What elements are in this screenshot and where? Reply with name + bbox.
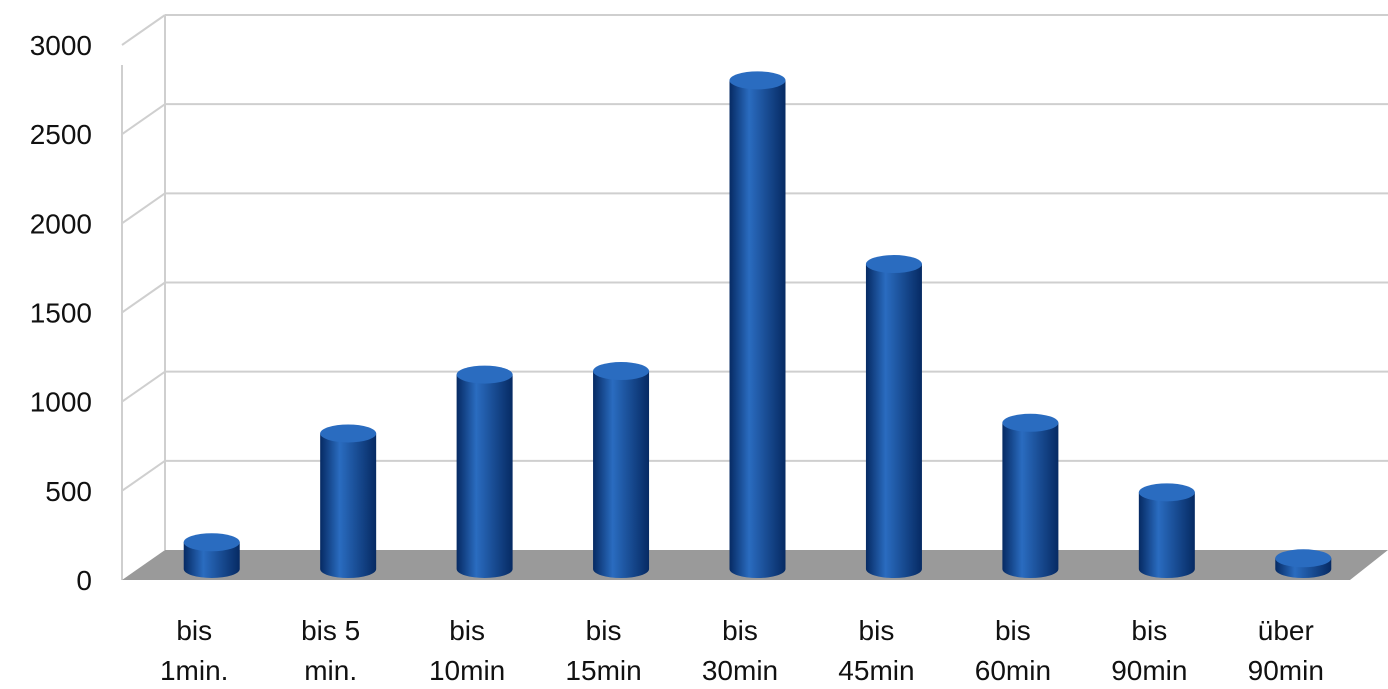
gridline-side — [121, 281, 166, 314]
bar-body — [320, 433, 377, 578]
y-tick-label: 500 — [45, 476, 92, 507]
bar-body — [1138, 492, 1195, 578]
x-tick-label-line: 30min — [702, 655, 778, 686]
x-tick-label: bis 60min — [975, 615, 1051, 686]
y-tick-label: 1000 — [30, 387, 92, 418]
bar — [593, 362, 650, 578]
gridline-side — [121, 103, 166, 135]
x-tick-label: bis 30min — [702, 615, 778, 686]
bar-body — [456, 374, 513, 578]
x-tick-label: bis 45min — [838, 615, 914, 686]
y-tick-label: 2500 — [30, 119, 92, 150]
x-tick-label-line: bis — [176, 615, 212, 646]
gridline-side — [121, 460, 166, 492]
bar-body — [593, 371, 650, 578]
x-tick-label-line: über — [1258, 615, 1314, 646]
y-tick-label: 3000 — [30, 30, 92, 61]
y-tick-label: 2000 — [30, 208, 92, 239]
x-tick-label-line: bis — [722, 615, 758, 646]
bar — [1138, 483, 1195, 578]
bar-top — [865, 255, 922, 274]
x-tick-label-line: bis 5 — [301, 615, 360, 646]
x-tick-label-line: bis — [1131, 615, 1167, 646]
x-tick-label-line: bis — [586, 615, 622, 646]
labels-layer: 0 500 1000 1500 2000 2500 3000 bis 1min. bis 5 min… — [30, 30, 1324, 686]
bar-top — [1002, 413, 1059, 432]
bar — [1275, 549, 1332, 578]
bar-top — [183, 533, 240, 552]
bars-layer — [183, 71, 1332, 578]
x-tick-label-line: 60min — [975, 655, 1051, 686]
x-tick-label-line: 15min — [565, 655, 641, 686]
bar-body — [865, 264, 922, 578]
bar — [456, 365, 513, 578]
x-tick-label-line: bis — [995, 615, 1031, 646]
bar — [729, 71, 786, 578]
y-tick-label: 0 — [76, 565, 92, 596]
gridline-side — [121, 192, 166, 225]
bar-top — [729, 71, 786, 90]
bar-top — [593, 362, 650, 381]
bar — [865, 255, 922, 578]
bar — [1002, 413, 1059, 578]
x-tick-label: bis 1min. — [160, 615, 228, 686]
bar-body — [183, 542, 240, 578]
x-tick-label-line: bis — [449, 615, 485, 646]
gridline-side — [121, 370, 166, 403]
x-tick-label: über 90min — [1248, 615, 1324, 686]
bar-body — [729, 80, 786, 578]
bar-top — [456, 365, 513, 384]
x-tick-label-line: 90min — [1111, 655, 1187, 686]
bar — [183, 533, 240, 578]
x-tick-label-line: 90min — [1248, 655, 1324, 686]
x-tick-label-line: bis — [859, 615, 895, 646]
y-tick-label: 1500 — [30, 298, 92, 329]
bar-top — [320, 424, 377, 443]
gridline-side — [121, 14, 166, 46]
bar-body — [1002, 422, 1059, 578]
bar-top — [1275, 549, 1332, 568]
x-tick-label-line: 45min — [838, 655, 914, 686]
x-tick-label-line: 1min. — [160, 655, 228, 686]
x-tick-label-line: min. — [304, 655, 357, 686]
x-tick-label: bis 15min — [565, 615, 641, 686]
bar — [320, 424, 377, 578]
x-tick-label: bis 5 min. — [301, 615, 360, 686]
bar-top — [1138, 483, 1195, 502]
x-tick-label: bis 10min — [429, 615, 505, 686]
x-tick-label: bis 90min — [1111, 615, 1187, 686]
x-tick-label-line: 10min — [429, 655, 505, 686]
